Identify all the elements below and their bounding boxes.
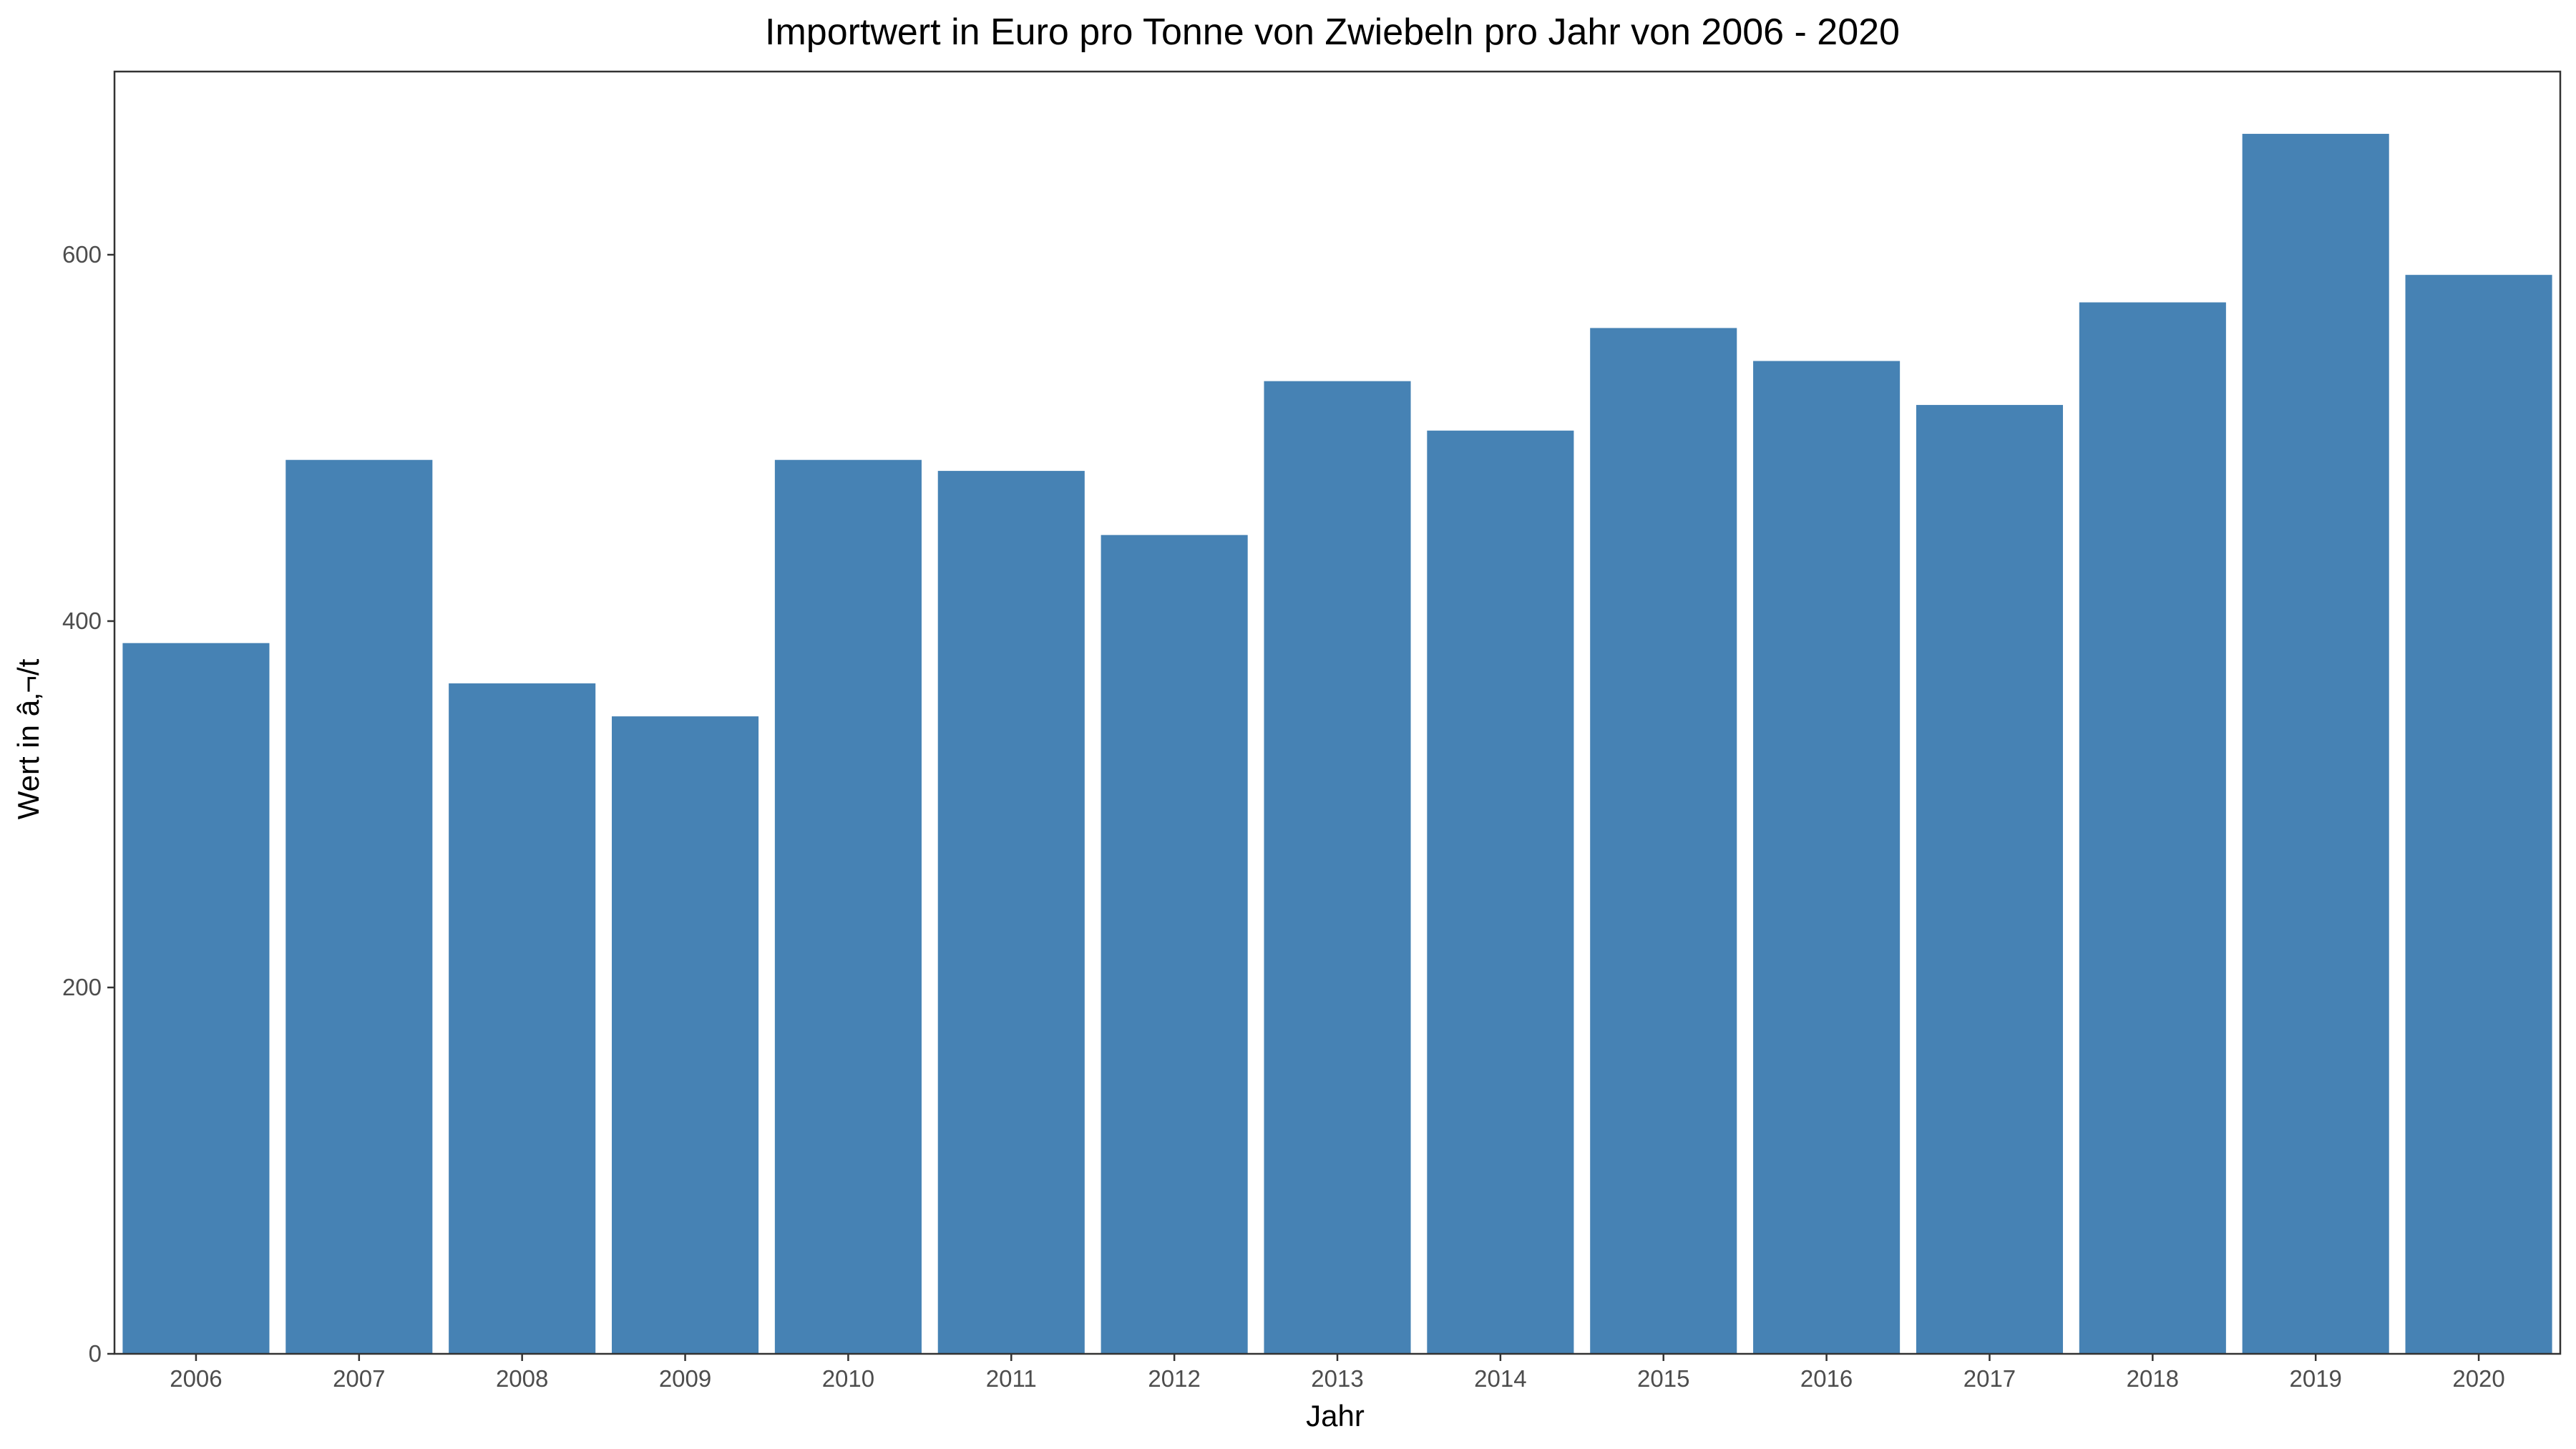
bar-2020	[2405, 275, 2552, 1354]
x-tick-label: 2009	[659, 1365, 711, 1392]
x-tick-label: 2011	[986, 1365, 1037, 1392]
y-tick-label: 200	[62, 974, 102, 1000]
x-axis-title: Jahr	[1306, 1399, 1365, 1433]
chart-title: Importwert in Euro pro Tonne von Zwiebel…	[765, 11, 1900, 53]
x-tick-label: 2006	[170, 1365, 222, 1392]
x-tick-label: 2020	[2452, 1365, 2504, 1392]
x-tick-label: 2014	[1474, 1365, 1526, 1392]
x-tick-label: 2015	[1637, 1365, 1689, 1392]
bar-2015	[1590, 328, 1737, 1354]
bar-2011	[937, 471, 1085, 1354]
x-tick-label: 2013	[1311, 1365, 1363, 1392]
y-axis: 0 200 400 600	[62, 241, 114, 1367]
bar-2012	[1101, 535, 1248, 1355]
bar-2009	[611, 716, 759, 1354]
x-tick-label: 2017	[1963, 1365, 2016, 1392]
x-tick-label: 2019	[2289, 1365, 2341, 1392]
x-axis: 2006 2007 2008 2009 2010 2011 2012 2013 2014 2015…	[170, 1354, 2505, 1392]
y-axis-title: Wert in â‚¬/t	[11, 658, 45, 819]
bar-2019	[2242, 134, 2389, 1354]
bar-2018	[2079, 302, 2226, 1354]
bar-2008	[449, 683, 596, 1354]
y-tick-label: 0	[89, 1340, 102, 1367]
bar-2006	[122, 643, 270, 1354]
y-tick-label: 600	[62, 241, 102, 268]
bar-2014	[1427, 430, 1574, 1354]
bar-2017	[1916, 404, 2064, 1355]
y-tick-label: 400	[62, 608, 102, 634]
x-tick-label: 2018	[2127, 1365, 2179, 1392]
bar-2007	[286, 459, 433, 1354]
bar-2010	[774, 459, 922, 1354]
x-tick-label: 2007	[333, 1365, 385, 1392]
x-tick-label: 2010	[822, 1365, 874, 1392]
bar-2013	[1264, 381, 1411, 1354]
x-tick-label: 2016	[1800, 1365, 1853, 1392]
x-tick-label: 2008	[496, 1365, 548, 1392]
bar-2016	[1753, 361, 1901, 1355]
bars-layer	[122, 134, 2552, 1355]
x-tick-label: 2012	[1148, 1365, 1200, 1392]
